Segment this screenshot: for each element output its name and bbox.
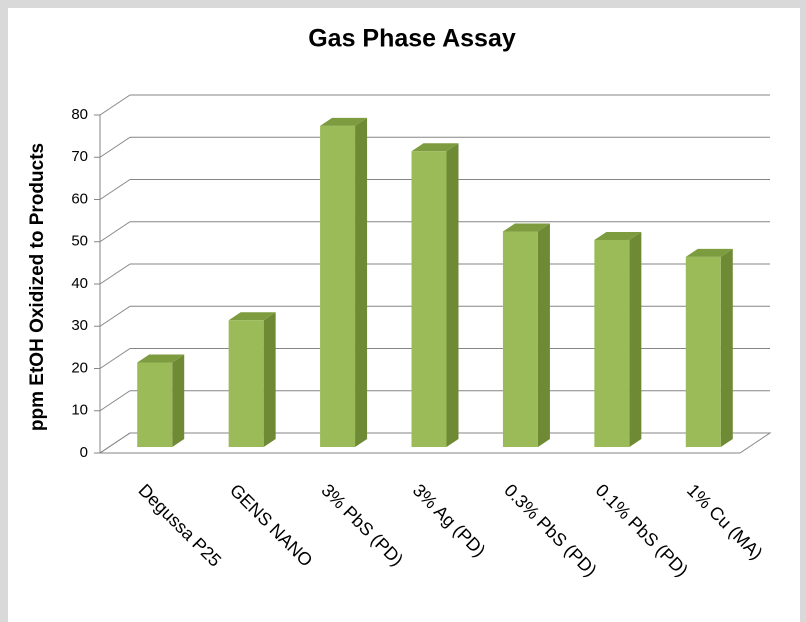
bar — [685, 256, 721, 447]
chart-area — [8, 8, 800, 622]
side-grid-line — [99, 390, 131, 412]
bar-top — [594, 231, 642, 240]
y-tick-label: 50 — [71, 233, 88, 250]
y-tick-label: 80 — [71, 106, 88, 123]
bar — [411, 151, 447, 447]
bar — [502, 231, 538, 447]
side-grid-line — [99, 305, 131, 327]
bar-top — [502, 223, 550, 232]
bar-side — [355, 117, 368, 448]
side-grid-line — [99, 136, 131, 158]
bar — [594, 239, 630, 447]
y-tick-label: 0 — [80, 444, 88, 461]
y-tick-label: 30 — [71, 317, 88, 334]
bar-side — [446, 143, 459, 447]
bar-side — [720, 248, 733, 447]
chart-title: Gas Phase Assay — [308, 25, 516, 53]
bar-top — [137, 354, 185, 363]
bar-side — [172, 354, 185, 447]
y-tick-label: 40 — [71, 275, 88, 292]
bar-top — [228, 312, 276, 321]
y-tick-label: 20 — [71, 359, 88, 376]
y-tick-label: 10 — [71, 402, 88, 419]
bar-top — [685, 248, 733, 257]
side-grid-line — [99, 263, 131, 285]
side-grid-line — [99, 432, 131, 454]
bar-top — [320, 117, 368, 126]
side-grid-line — [99, 348, 131, 369]
bar — [320, 125, 356, 448]
y-tick-label: 60 — [71, 190, 88, 207]
side-grid-line — [99, 221, 131, 243]
bar-top — [411, 143, 459, 152]
y-tick-label: 70 — [71, 148, 88, 165]
y-axis-label: ppm EtOH Oxidized to Products — [27, 143, 48, 431]
bar-side — [263, 312, 276, 447]
bar-side — [537, 223, 550, 447]
side-grid-line — [99, 94, 131, 116]
bar — [137, 362, 173, 447]
side-grid-line — [99, 179, 131, 200]
bar — [228, 320, 264, 447]
bar-side — [629, 231, 642, 447]
